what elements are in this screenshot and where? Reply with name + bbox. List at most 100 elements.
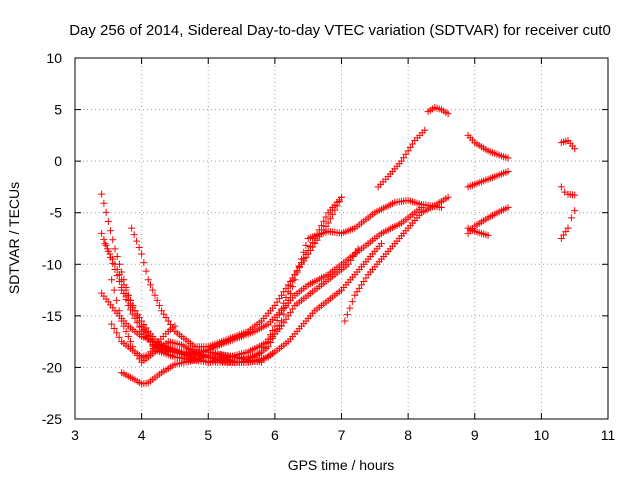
series-arc-l	[424, 104, 452, 118]
y-tick-label: -25	[42, 411, 62, 427]
data-point	[100, 199, 108, 207]
data-point	[135, 244, 143, 252]
tick-labels: 3 4 5 6 7 8 9 10 11 -25 -20 -15 -10 -5 0 5 10	[42, 50, 616, 443]
data-point	[286, 290, 294, 298]
data-point	[113, 253, 121, 261]
data-point	[571, 191, 579, 199]
data-point	[115, 307, 123, 315]
data-point	[107, 227, 115, 235]
data-point	[484, 231, 492, 239]
data-point	[101, 240, 109, 248]
y-tick-label: 5	[54, 102, 62, 118]
data-point	[153, 296, 161, 304]
data-point	[151, 291, 159, 299]
data-point	[113, 296, 121, 304]
data-point	[348, 298, 356, 306]
data-point	[98, 190, 106, 198]
data-point	[324, 219, 332, 227]
data-point	[133, 237, 141, 245]
data-point	[102, 208, 110, 216]
data-point	[149, 286, 157, 294]
data-point	[108, 255, 116, 263]
data-point	[138, 250, 146, 258]
y-axis-title: SDTVAR / TECUs	[6, 182, 22, 294]
data-point	[444, 193, 452, 201]
data-point	[108, 276, 116, 284]
x-tick-label: 9	[471, 427, 479, 443]
data-point	[118, 276, 126, 284]
data-point	[147, 281, 155, 289]
data-point	[343, 311, 351, 319]
plot-frame	[74, 57, 609, 420]
data-point	[155, 302, 163, 310]
data-point	[108, 320, 116, 328]
data-point	[127, 338, 135, 346]
data-point	[140, 259, 148, 267]
data-point	[124, 332, 132, 340]
data-point	[110, 324, 118, 332]
data-point	[377, 240, 385, 248]
data-point	[118, 317, 126, 325]
data-points	[98, 104, 579, 388]
data-point	[302, 241, 310, 249]
data-point	[571, 207, 579, 215]
data-point	[318, 222, 326, 230]
data-point	[98, 229, 106, 237]
data-point	[437, 204, 445, 212]
data-point	[444, 110, 452, 118]
data-point	[102, 241, 110, 249]
data-point	[111, 245, 119, 253]
data-point	[113, 265, 121, 273]
x-tick-label: 5	[204, 427, 212, 443]
series-arc-h	[108, 320, 179, 361]
data-point	[329, 210, 337, 218]
x-tick-label: 8	[404, 427, 412, 443]
y-tick-label: 10	[46, 50, 62, 66]
data-point	[341, 317, 349, 325]
y-tick-label: -10	[42, 256, 62, 272]
data-point	[130, 231, 138, 239]
series-arc-k	[374, 126, 429, 191]
x-axis-title: GPS time / hours	[288, 457, 395, 473]
data-point	[338, 193, 345, 201]
data-point	[557, 183, 565, 191]
x-tick-label: 10	[534, 427, 550, 443]
chart-title: Day 256 of 2014, Sidereal Day-to-day VTE…	[69, 22, 611, 39]
data-point	[115, 271, 123, 279]
series-arc-r	[557, 183, 579, 199]
data-point	[106, 250, 114, 258]
data-point	[110, 286, 118, 294]
data-point	[333, 202, 341, 210]
data-point	[300, 248, 308, 256]
x-tick-label: 4	[138, 427, 146, 443]
series-arc-m	[464, 131, 512, 162]
x-tick-label: 7	[338, 427, 346, 443]
data-point	[421, 126, 429, 134]
y-tick-label: -5	[50, 205, 63, 221]
data-point	[104, 217, 112, 225]
data-point	[113, 329, 121, 337]
data-point	[171, 322, 179, 330]
series-arc-i	[118, 204, 425, 359]
y-tick-label: -20	[42, 359, 62, 375]
series-arc-n	[464, 167, 512, 191]
x-tick-label: 11	[601, 427, 616, 443]
data-point	[322, 213, 330, 221]
series-arc-g	[118, 351, 266, 388]
data-point	[346, 304, 354, 312]
data-point	[504, 204, 512, 212]
data-point	[564, 224, 572, 232]
data-point	[128, 224, 136, 232]
data-point	[567, 214, 575, 222]
data-point	[289, 283, 297, 291]
y-tick-label: 0	[54, 153, 62, 169]
series-arc-p	[464, 224, 492, 239]
series-arc-s	[557, 207, 579, 242]
grid	[75, 58, 608, 419]
data-point	[120, 322, 128, 330]
series-arc-q	[557, 137, 579, 153]
data-point	[103, 245, 111, 253]
x-tick-label: 3	[71, 427, 79, 443]
data-point	[571, 145, 579, 153]
